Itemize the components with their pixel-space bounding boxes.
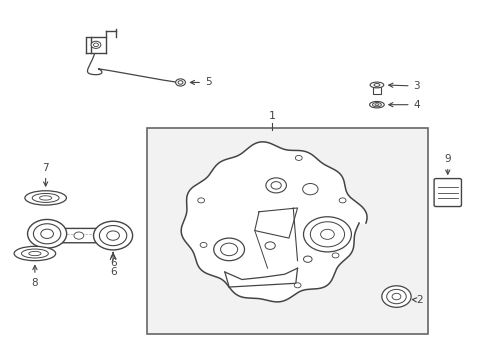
Text: 7: 7 bbox=[42, 163, 49, 186]
Circle shape bbox=[94, 221, 133, 250]
Circle shape bbox=[91, 41, 101, 48]
Ellipse shape bbox=[370, 82, 384, 88]
Text: 9: 9 bbox=[444, 154, 451, 174]
Text: 2: 2 bbox=[413, 295, 423, 305]
Circle shape bbox=[295, 156, 302, 161]
Ellipse shape bbox=[40, 196, 52, 200]
FancyBboxPatch shape bbox=[434, 179, 462, 207]
Circle shape bbox=[74, 232, 84, 239]
Circle shape bbox=[339, 198, 346, 203]
Circle shape bbox=[27, 220, 67, 248]
Circle shape bbox=[41, 229, 53, 238]
Polygon shape bbox=[181, 142, 367, 302]
Circle shape bbox=[175, 79, 185, 86]
Text: 3: 3 bbox=[389, 81, 420, 91]
Circle shape bbox=[107, 231, 120, 240]
Circle shape bbox=[294, 283, 301, 288]
Bar bbox=[147, 128, 428, 334]
Text: 5: 5 bbox=[191, 77, 212, 87]
Ellipse shape bbox=[29, 251, 41, 256]
Ellipse shape bbox=[25, 191, 67, 205]
Circle shape bbox=[303, 217, 351, 252]
Text: 1: 1 bbox=[269, 111, 275, 121]
Circle shape bbox=[392, 293, 401, 300]
Circle shape bbox=[198, 198, 205, 203]
Circle shape bbox=[200, 242, 207, 247]
Text: 6: 6 bbox=[110, 267, 117, 277]
Text: 4: 4 bbox=[389, 100, 420, 110]
Ellipse shape bbox=[369, 102, 384, 108]
Circle shape bbox=[382, 286, 411, 307]
Text: 6: 6 bbox=[110, 253, 117, 268]
Circle shape bbox=[332, 253, 339, 258]
Bar bbox=[373, 87, 381, 94]
Ellipse shape bbox=[14, 246, 56, 261]
Circle shape bbox=[320, 229, 334, 239]
Text: 8: 8 bbox=[31, 265, 38, 288]
FancyBboxPatch shape bbox=[59, 228, 98, 243]
